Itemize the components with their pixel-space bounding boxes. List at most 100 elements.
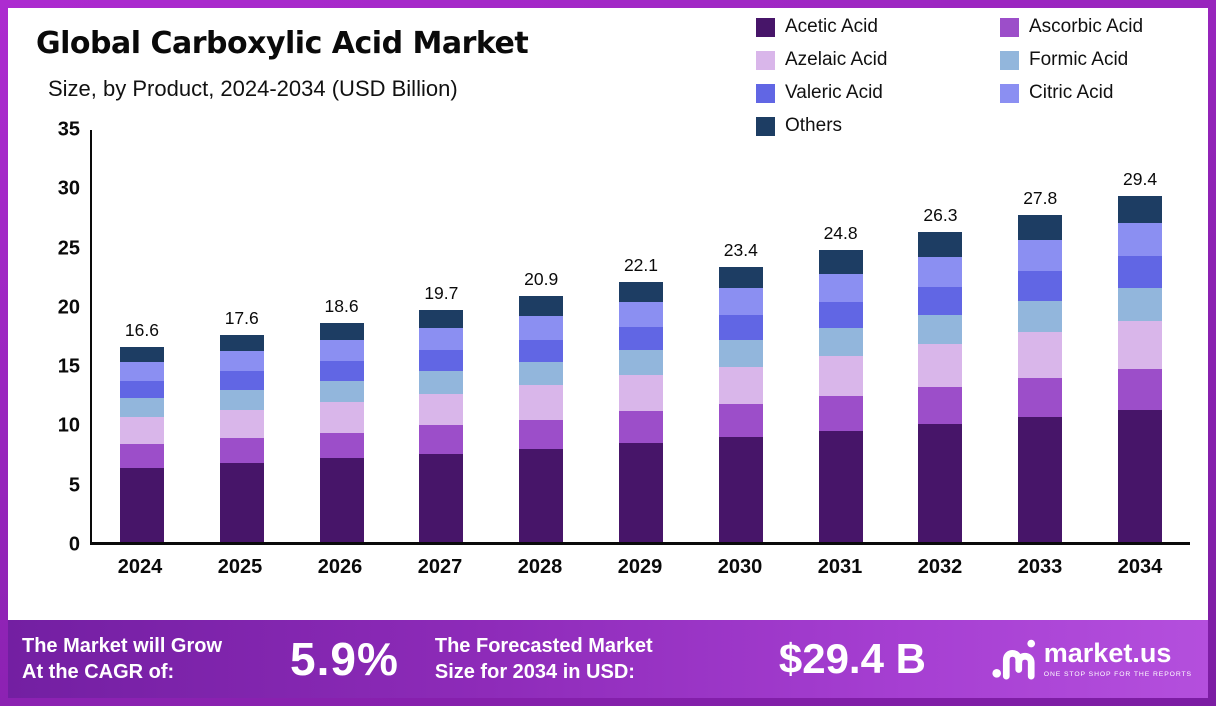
bar-total-label: 24.8 bbox=[823, 223, 858, 244]
bar-segment bbox=[818, 431, 863, 542]
bar-stack bbox=[818, 250, 863, 542]
forecast-label-line1: The Forecasted Market bbox=[434, 635, 653, 657]
bar-segment bbox=[519, 339, 564, 362]
bar-segment bbox=[818, 301, 863, 328]
x-axis-label: 2032 bbox=[917, 556, 963, 578]
x-axis-labels: 2024 2025 2026 2027 2028 2029 2030 2031 2032 2033… bbox=[90, 556, 1190, 584]
bar-segment bbox=[519, 316, 564, 340]
bar-segment bbox=[419, 393, 464, 426]
bar-total-label: 26.3 bbox=[923, 205, 958, 226]
bar-stack bbox=[419, 310, 464, 542]
bar-segment bbox=[618, 281, 663, 302]
legend: Acetic Acid Ascorbic Acid Azelaic Acid Form… bbox=[756, 16, 1143, 137]
bar-total-label: 29.4 bbox=[1123, 168, 1158, 189]
bar-total-label: 20.9 bbox=[524, 268, 559, 289]
legend-label: Ascorbic Acid bbox=[1029, 16, 1144, 37]
bar: 26.3 bbox=[891, 130, 991, 542]
bar-total-label: 27.8 bbox=[1023, 187, 1058, 208]
bar-segment bbox=[1118, 255, 1163, 288]
bar-stack bbox=[1118, 195, 1163, 542]
bar-segment bbox=[1018, 214, 1063, 240]
bar-total-label: 23.4 bbox=[723, 239, 758, 260]
bar-stack bbox=[519, 295, 564, 542]
bar-segment bbox=[918, 232, 963, 258]
marketus-logo-icon bbox=[990, 634, 1036, 685]
bar-segment bbox=[618, 301, 663, 327]
bar-segment bbox=[818, 356, 863, 397]
bar: 18.6 bbox=[292, 130, 392, 542]
bar-segment bbox=[519, 295, 564, 316]
legend-swatch-icon bbox=[1000, 17, 1019, 37]
y-tick-label: 15 bbox=[57, 355, 80, 378]
bar-segment bbox=[319, 360, 364, 381]
bar-segment bbox=[419, 453, 464, 542]
y-tick-label: 35 bbox=[57, 118, 80, 141]
bar-segment bbox=[918, 424, 963, 542]
forecast-label-line2: Size for 2034 in USD: bbox=[434, 661, 635, 683]
x-axis-label: 2029 bbox=[617, 556, 663, 578]
bar-segment bbox=[1118, 368, 1163, 411]
y-tick-label: 30 bbox=[57, 177, 80, 200]
bar-stack bbox=[319, 323, 364, 542]
bar-segment bbox=[519, 419, 564, 450]
bar-segment bbox=[419, 350, 464, 372]
bar-total-label: 19.7 bbox=[424, 283, 459, 304]
bar-segment bbox=[618, 443, 663, 542]
bar-segment bbox=[718, 437, 763, 542]
legend-swatch-icon bbox=[756, 83, 775, 103]
bar: 20.9 bbox=[491, 130, 591, 542]
bar-segment bbox=[519, 385, 564, 420]
chart-subtitle: Size, by Product, 2024-2034 (USD Billion… bbox=[48, 76, 458, 101]
legend-item: Acetic Acid bbox=[756, 16, 1000, 38]
bar-segment bbox=[1018, 332, 1063, 379]
bar-segment bbox=[319, 458, 364, 542]
bar-segment bbox=[718, 404, 763, 438]
legend-swatch-icon bbox=[1000, 50, 1019, 70]
legend-label: Formic Acid bbox=[1029, 49, 1129, 70]
x-axis-label: 2025 bbox=[217, 556, 263, 578]
bar-segment bbox=[718, 339, 763, 367]
legend-item: Others bbox=[756, 115, 1000, 137]
x-axis-label: 2030 bbox=[717, 556, 763, 578]
chart-title: Global Carboxylic Acid Market bbox=[36, 26, 529, 61]
legend-swatch-icon bbox=[1000, 83, 1019, 103]
legend-item: Citric Acid bbox=[1000, 82, 1143, 104]
bar-segment bbox=[718, 314, 763, 340]
legend-item: Formic Acid bbox=[1000, 49, 1143, 71]
marketus-logo: market.us ONE STOP SHOP FOR THE REPORTS bbox=[990, 634, 1192, 685]
y-tick-label: 20 bbox=[57, 296, 80, 319]
cagr-label-line2: At the CAGR of: bbox=[22, 661, 175, 683]
bar-segment bbox=[1018, 239, 1063, 272]
cagr-label: The Market will Grow At the CAGR of: bbox=[22, 633, 290, 685]
x-axis-label: 2028 bbox=[517, 556, 563, 578]
bar-segment bbox=[319, 432, 364, 459]
bar-segment bbox=[419, 371, 464, 394]
bar-segment bbox=[219, 371, 264, 391]
bar-segment bbox=[319, 339, 364, 361]
brand-name: market.us bbox=[1043, 638, 1172, 668]
legend-label: Azelaic Acid bbox=[785, 49, 888, 70]
x-axis-label: 2033 bbox=[1017, 556, 1063, 578]
bar-segment bbox=[918, 314, 963, 345]
bar-segment bbox=[1018, 271, 1063, 301]
x-axis-label: 2024 bbox=[117, 556, 163, 578]
bar-segment bbox=[618, 350, 663, 375]
legend-swatch-icon bbox=[756, 17, 775, 37]
legend-label: Others bbox=[785, 115, 843, 136]
bar-segment bbox=[319, 401, 364, 433]
x-axis-label: 2034 bbox=[1117, 556, 1163, 578]
legend-item: Azelaic Acid bbox=[756, 49, 1000, 71]
bar-segment bbox=[119, 398, 164, 418]
chart-canvas: Global Carboxylic Acid Market Size, by P… bbox=[8, 8, 1208, 698]
legend-swatch-icon bbox=[756, 50, 775, 70]
bar-segment bbox=[1118, 410, 1163, 542]
bar-segment bbox=[219, 410, 264, 439]
bar-segment bbox=[1118, 223, 1163, 256]
bar-segment bbox=[119, 444, 164, 468]
brand-tagline: ONE STOP SHOP FOR THE REPORTS bbox=[1043, 671, 1192, 678]
legend-item: Valeric Acid bbox=[756, 82, 1000, 104]
legend-label: Valeric Acid bbox=[785, 82, 883, 103]
bar-stack bbox=[1018, 214, 1063, 542]
bar-segment bbox=[219, 463, 264, 542]
